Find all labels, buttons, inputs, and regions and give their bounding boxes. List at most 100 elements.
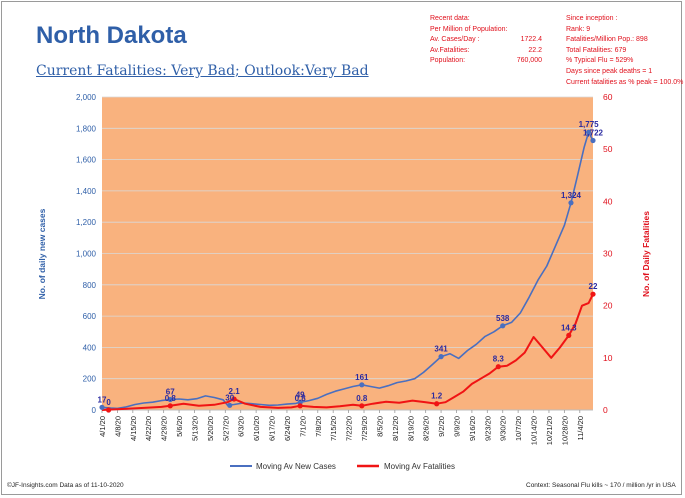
- x-tick-label: 4/22/20: [144, 416, 153, 441]
- rank-line: Rank: 9: [566, 25, 591, 33]
- data-point-marker: [297, 403, 303, 409]
- x-tick-label: 9/16/20: [468, 416, 477, 441]
- source-note: ©JF-Insights.com Data as of 11-10-2020: [7, 482, 124, 489]
- y2-tick-label: 60: [603, 92, 613, 102]
- x-axis-ticks: 4/1/20 4/8/20 4/15/20 4/22/20 4/29/20 5/6/20 5…: [98, 410, 585, 445]
- x-tick-label: 7/29/20: [360, 416, 369, 441]
- y2-tick-label: 0: [603, 405, 608, 415]
- fatalities-label: Av.Fatalities:: [430, 46, 470, 54]
- x-tick-label: 7/15/20: [329, 416, 338, 441]
- data-label: 1,775: [579, 120, 600, 129]
- data-label: 0.8: [165, 394, 177, 403]
- data-label: 1.2: [431, 392, 443, 401]
- data-point-marker: [438, 354, 444, 360]
- y-tick-label: 1,400: [76, 187, 97, 196]
- y-tick-label: 800: [83, 281, 97, 290]
- x-tick-label: 5/13/20: [190, 416, 199, 441]
- data-label: 161: [355, 373, 369, 382]
- x-tick-label: 8/26/20: [422, 416, 431, 441]
- data-point-marker: [227, 402, 233, 408]
- context-note: Context: Seasonal Flu kills ~ 170 / mill…: [526, 482, 676, 489]
- x-tick-label: 5/20/20: [206, 416, 215, 441]
- x-tick-label: 5/27/20: [221, 416, 230, 441]
- left-axis-label: No. of daily new cases: [37, 208, 47, 299]
- y2-tick-label: 50: [603, 144, 613, 154]
- y-tick-label: 200: [83, 375, 97, 384]
- population-label: Population:: [430, 57, 466, 65]
- data-label: 341: [434, 345, 448, 354]
- data-point-marker: [359, 403, 365, 409]
- x-tick-label: 10/21/20: [545, 416, 554, 445]
- data-label: 1,324: [561, 191, 582, 200]
- y-tick-label: 1,600: [76, 156, 97, 165]
- x-tick-label: 4/8/20: [113, 416, 122, 437]
- data-label: 67: [166, 388, 175, 397]
- data-label: 0: [106, 398, 111, 407]
- x-tick-label: 9/9/20: [452, 416, 461, 437]
- data-point-marker: [167, 396, 173, 403]
- x-tick-label: 8/19/20: [406, 416, 415, 441]
- fatalities-per-million-line: Fatalities/Million Pop.: 898: [566, 36, 648, 44]
- inception-panel: Since inception : Rank: 9 Fatalities/Mil…: [566, 14, 684, 88]
- y2-tick-label: 10: [603, 353, 613, 363]
- x-tick-label: 6/24/20: [283, 416, 292, 441]
- data-point-marker: [106, 407, 112, 413]
- per-million-heading: Per Million of Population:: [430, 25, 508, 33]
- data-label: 49: [296, 390, 305, 399]
- y2-tick-label: 40: [603, 196, 613, 206]
- x-tick-label: 10/14/20: [530, 416, 539, 445]
- y-tick-label: 1,800: [76, 124, 97, 133]
- population-value: 760,000: [516, 57, 542, 65]
- data-point-marker: [434, 401, 440, 407]
- fatalities-line: [101, 293, 594, 411]
- legend-label-cases: Moving Av New Cases: [256, 462, 336, 471]
- data-label: 30: [225, 393, 234, 402]
- right-axis-label: No. of Daily Fatalities: [641, 211, 651, 297]
- data-label: 2.1: [229, 387, 241, 396]
- x-tick-label: 10/28/20: [560, 416, 569, 445]
- page-title: North Dakota: [36, 22, 187, 49]
- x-tick-label: 8/12/20: [391, 416, 400, 441]
- x-tick-label: 6/3/20: [237, 416, 246, 437]
- x-tick-label: 7/1/20: [298, 416, 307, 437]
- x-tick-label: 7/22/20: [345, 416, 354, 441]
- data-label: 1,722: [583, 129, 604, 138]
- data-label: 14.3: [561, 323, 577, 332]
- days-since-peak-line: Days since peak deaths = 1: [566, 67, 653, 75]
- x-tick-label: 10/7/20: [514, 416, 523, 441]
- x-tick-label: 4/1/20: [98, 416, 107, 437]
- recent-heading: Recent data:: [430, 15, 470, 22]
- legend-label-fatalities: Moving Av Fatalities: [384, 462, 455, 471]
- data-point-marker: [590, 291, 596, 297]
- data-point-marker: [495, 364, 501, 370]
- x-tick-label: 8/5/20: [375, 416, 384, 437]
- data-point-marker: [231, 396, 237, 402]
- x-tick-label: 9/30/20: [499, 416, 508, 441]
- data-label: 0.8: [295, 394, 307, 403]
- x-tick-label: 4/15/20: [129, 416, 138, 441]
- right-axis-ticks: 0 10 20 30 40 50 60: [603, 92, 613, 415]
- y-tick-label: 0: [92, 406, 97, 415]
- y-tick-label: 600: [83, 312, 97, 321]
- data-point-marker: [568, 200, 574, 206]
- inception-heading: Since inception :: [566, 15, 618, 22]
- data-point-marker: [585, 129, 592, 135]
- x-tick-label: 9/2/20: [437, 416, 446, 437]
- series-lines: [101, 131, 594, 411]
- x-tick-label: 6/17/20: [268, 416, 277, 441]
- data-label: 22: [589, 282, 598, 291]
- cases-per-day-value: 1722.4: [520, 36, 542, 44]
- current-vs-peak-line: Current fatalities as % peak = 100.0%: [566, 78, 684, 86]
- data-point-marker: [99, 404, 105, 410]
- left-axis-ticks: 0 200 400 600 800 1,000 1,200 1,400 1,600 1,800 2,…: [76, 93, 97, 415]
- data-label: 8.3: [493, 355, 505, 364]
- x-tick-label: 5/6/20: [175, 416, 184, 437]
- x-tick-label: 4/29/20: [160, 416, 169, 441]
- gridlines: [102, 96, 593, 411]
- data-label: 0.8: [356, 394, 368, 403]
- x-tick-label: 11/4/20: [576, 416, 585, 440]
- y-tick-label: 2,000: [76, 93, 97, 102]
